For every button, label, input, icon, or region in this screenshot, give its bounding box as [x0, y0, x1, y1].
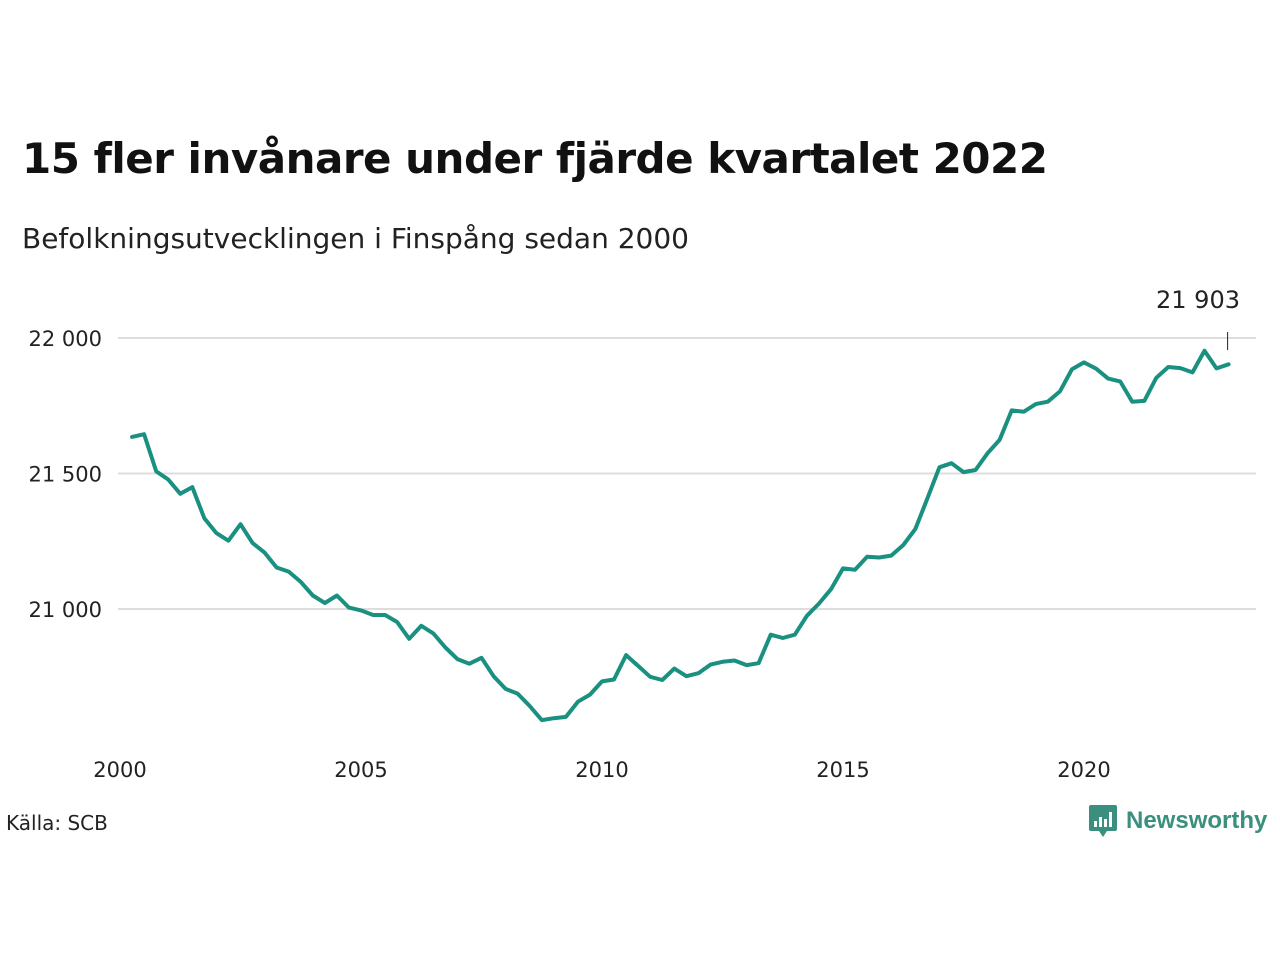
x-tick-label: 2010 [575, 758, 628, 782]
x-tick-label: 2000 [93, 758, 146, 782]
x-tick-label: 2020 [1057, 758, 1110, 782]
brand-logo: Newsworthy [1088, 803, 1267, 839]
x-axis-labels: 2000 2005 2010 2015 2020 [93, 758, 1110, 782]
chart-subtitle: Befolkningsutvecklingen i Finspång sedan… [22, 222, 689, 255]
y-axis-labels: 21 000 21 500 22 000 [29, 327, 102, 622]
newsworthy-logo-icon [1089, 805, 1117, 837]
end-value-label: 21 903 [1156, 286, 1240, 314]
y-tick-label: 22 000 [29, 327, 102, 351]
chart-title: 15 fler invånare under fjärde kvartalet … [22, 134, 1048, 183]
y-tick-label: 21 500 [29, 463, 102, 487]
series-line [130, 348, 1231, 723]
source-note: Källa: SCB [6, 811, 108, 835]
gridlines [118, 337, 1256, 610]
y-tick-label: 21 000 [29, 598, 102, 622]
x-tick-label: 2005 [334, 758, 387, 782]
x-tick-label: 2015 [816, 758, 869, 782]
brand-name: Newsworthy [1126, 807, 1268, 834]
